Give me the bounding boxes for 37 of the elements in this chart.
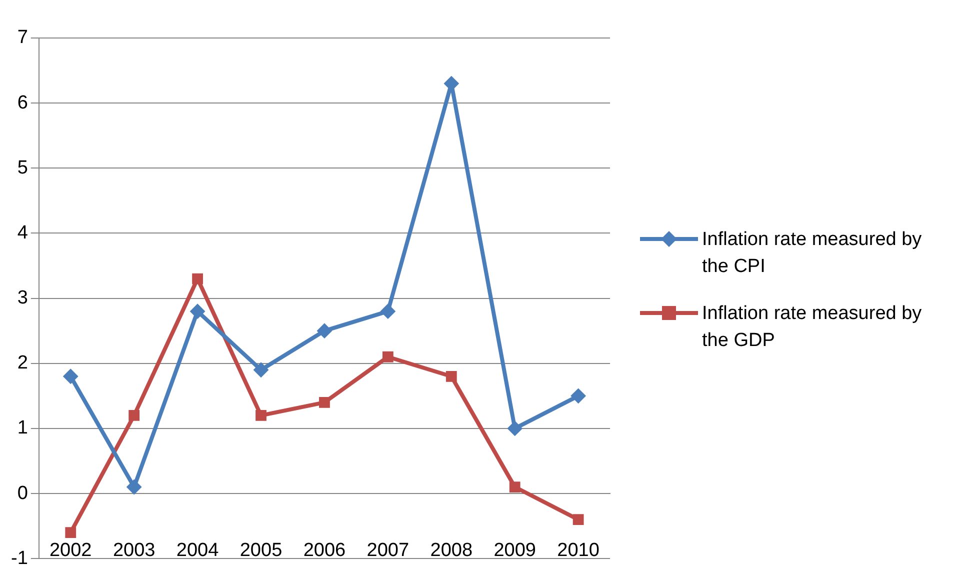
x-tick-label: 2007 — [366, 540, 410, 562]
point — [572, 514, 584, 526]
point — [319, 396, 330, 408]
point — [446, 370, 457, 382]
x-tick-label: 2004 — [176, 540, 220, 562]
point — [382, 351, 394, 362]
x-tick-label: 2003 — [112, 540, 156, 562]
point — [65, 527, 76, 538]
y-tick-label: 6 — [17, 92, 28, 114]
legend-label: Inflation rate measured by the GDP — [702, 302, 923, 352]
point — [570, 388, 586, 404]
point — [509, 482, 520, 492]
y-tick-label: 5 — [17, 157, 28, 178]
point — [128, 410, 140, 421]
y-tick-label: 2 — [17, 352, 28, 374]
y-tick-label: 3 — [17, 288, 28, 309]
point — [316, 323, 332, 338]
x-tick-label: 2010 — [557, 540, 600, 562]
x-tick-label: 2009 — [494, 540, 536, 562]
y-tick-label: 1 — [17, 418, 28, 439]
y-tick-label: 4 — [17, 222, 28, 244]
y-tick-label: 7 — [17, 27, 28, 48]
point — [254, 362, 269, 378]
point — [256, 410, 266, 421]
legend-label: Inflation rate measured by the CPI — [702, 228, 923, 278]
point — [63, 368, 78, 384]
point — [190, 304, 206, 319]
x-tick-label: 2005 — [240, 540, 282, 562]
y-tick-label: -1 — [10, 548, 28, 569]
point — [507, 420, 522, 436]
point — [126, 480, 142, 495]
point — [192, 273, 203, 284]
point — [380, 304, 396, 319]
x-tick-label: 2002 — [49, 540, 92, 562]
y-tick-label: 0 — [17, 482, 28, 504]
x-tick-label: 2008 — [430, 540, 473, 562]
x-tick-label: 2006 — [303, 540, 346, 562]
